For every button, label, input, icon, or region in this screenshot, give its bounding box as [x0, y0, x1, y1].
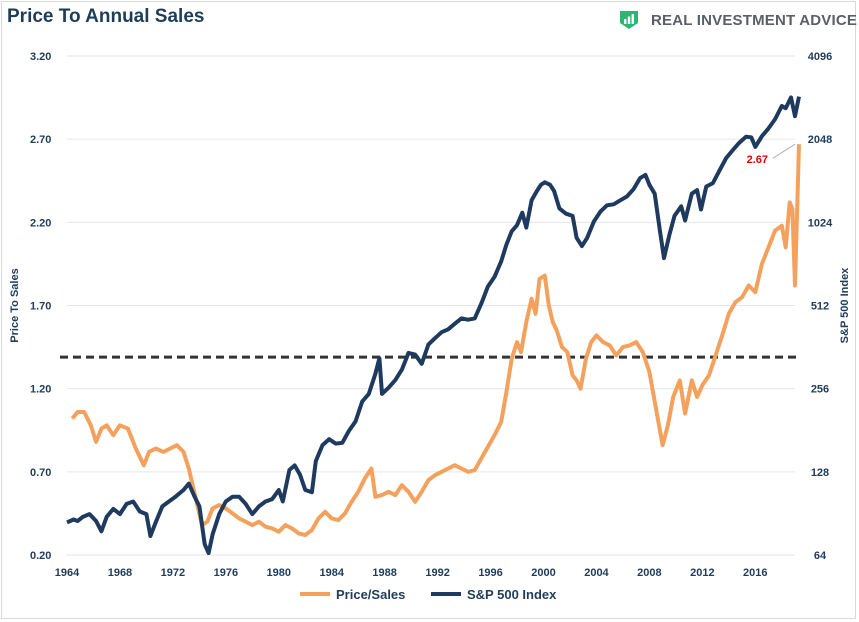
x-tick-label: 1972 [161, 567, 185, 579]
y2-tick-label: 256 [811, 384, 829, 396]
legend-label: S&P 500 Index [467, 587, 557, 602]
y-tick-label: 2.70 [30, 134, 51, 146]
x-tick-label: 2016 [743, 567, 767, 579]
x-tick-label: 1980 [267, 567, 291, 579]
y-tick-label: 3.20 [30, 51, 51, 63]
y2-tick-label: 2048 [808, 134, 832, 146]
legend-label: Price/Sales [336, 587, 405, 602]
right-axis-ticks: 64 128 256 512 1024 2048 4096 [808, 51, 833, 562]
y2-tick-label: 4096 [808, 51, 832, 63]
x-tick-label: 2004 [584, 567, 609, 579]
chart-title: Price To Annual Sales [7, 6, 205, 27]
y-tick-label: 0.20 [30, 550, 51, 562]
y-tick-label: 1.20 [30, 384, 51, 396]
x-tick-label: 2008 [637, 567, 661, 579]
y2-tick-label: 512 [811, 301, 829, 313]
x-tick-label: 2012 [690, 567, 714, 579]
annotation-leader [772, 143, 796, 159]
x-tick-label: 1976 [214, 567, 238, 579]
left-axis-title: Price To Sales [9, 268, 21, 342]
brand-logo: REAL INVESTMENT ADVICE [616, 8, 857, 32]
y-tick-label: 0.70 [30, 467, 51, 479]
y2-tick-label: 64 [814, 550, 827, 562]
x-tick-label: 1968 [108, 567, 132, 579]
right-axis-title: S&P 500 Index [839, 267, 851, 343]
chart-logo-icon [620, 11, 638, 29]
x-tick-label: 1988 [372, 567, 396, 579]
x-tick-label: 1984 [319, 567, 344, 579]
x-axis-ticks: 1964 1968 1972 1976 1980 1984 1988 1992 1996 2000… [55, 567, 768, 579]
x-tick-label: 1992 [425, 567, 449, 579]
y2-tick-label: 1024 [808, 217, 833, 229]
y2-tick-label: 128 [811, 467, 829, 479]
x-tick-label: 1964 [55, 567, 80, 579]
y-tick-label: 1.70 [30, 301, 51, 313]
annotation-label: 2.67 [747, 154, 768, 166]
y-tick-label: 2.20 [30, 217, 51, 229]
legend: Price/Sales S&P 500 Index [300, 587, 557, 602]
brand-name: REAL INVESTMENT ADVICE [651, 11, 858, 29]
left-axis-ticks: 0.20 0.70 1.20 1.70 2.20 2.70 3.20 [30, 51, 51, 562]
x-tick-label: 1996 [478, 567, 502, 579]
x-tick-label: 2000 [531, 567, 555, 579]
sp500-line [66, 95, 801, 556]
